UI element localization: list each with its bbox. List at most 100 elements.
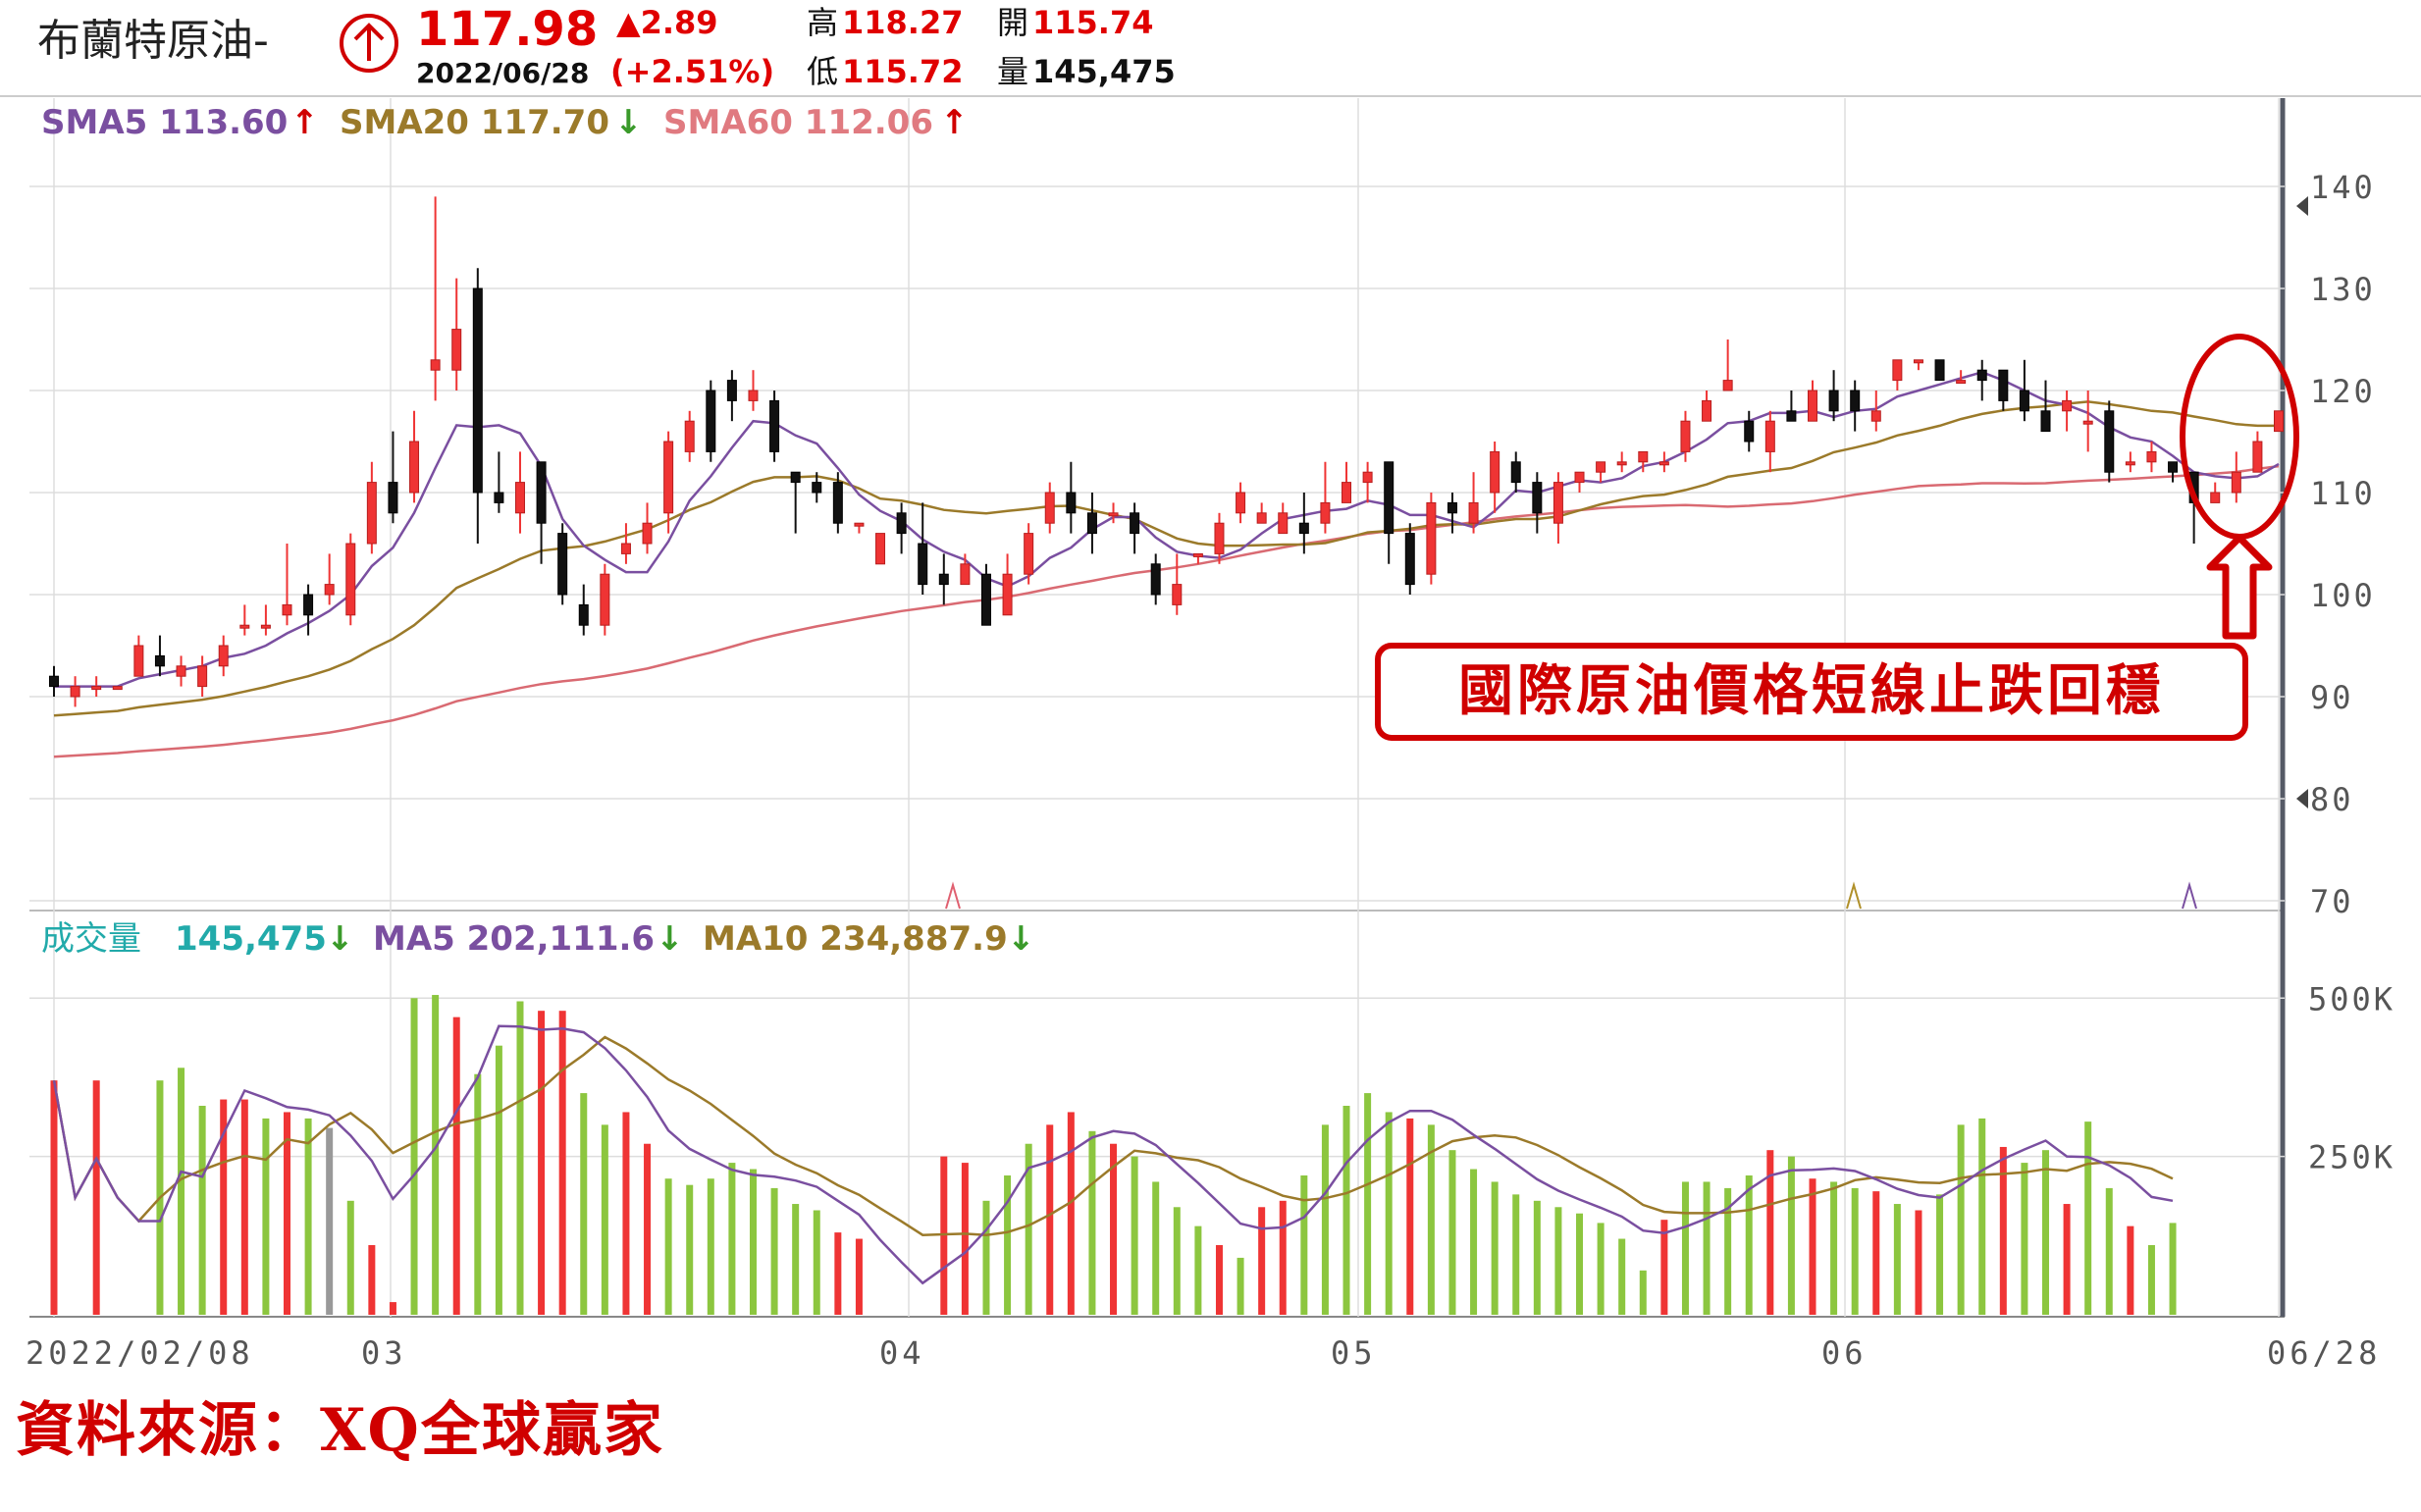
volume-bar (1258, 1207, 1266, 1315)
candle (557, 533, 568, 596)
candle (536, 461, 547, 524)
volume-bar (326, 1127, 334, 1315)
candle (1596, 461, 1606, 473)
price-pointer-icon (2296, 196, 2308, 216)
candle (1934, 359, 1945, 382)
candle (1490, 450, 1500, 494)
candle (1850, 390, 1861, 412)
legend-sma60: SMA60 112.06 (663, 103, 933, 142)
volume-bar (1131, 1156, 1138, 1315)
volume-bar (1385, 1112, 1393, 1315)
candle (1447, 501, 1457, 514)
candle (1828, 390, 1839, 412)
legend-volume-label: 成交量 (41, 919, 141, 959)
up-arrow-icon (340, 14, 398, 73)
x-tick-label: 2022/02/08 (26, 1334, 254, 1372)
candle (1870, 410, 1881, 422)
volume-bar (368, 1245, 376, 1315)
volume-bar (813, 1210, 820, 1315)
candle (1722, 380, 1733, 391)
volume-bar (50, 1080, 58, 1315)
volume-bar (1745, 1175, 1753, 1315)
candle (600, 573, 610, 626)
candle (2274, 410, 2284, 433)
volume-bar (1660, 1220, 1668, 1315)
candle (430, 359, 441, 371)
volume-bar (961, 1163, 969, 1315)
candle (620, 543, 631, 554)
volume-bar (601, 1124, 608, 1315)
candle (91, 686, 102, 691)
high-label: 高 (807, 4, 838, 41)
x-tick-label: 06/28 (2267, 1334, 2381, 1372)
volume-bar (1724, 1187, 1732, 1315)
vol-tick-label: 250K (2308, 1139, 2395, 1176)
legend-ma10: MA10 234,887.9 (703, 919, 1008, 959)
volume-bar (1512, 1194, 1520, 1315)
volume-bar (262, 1118, 270, 1315)
candle (1362, 471, 1373, 484)
candle (2062, 399, 2073, 412)
volume-bar (834, 1232, 842, 1315)
candle (2082, 420, 2093, 425)
source-note: 資料來源：XQ全球贏家 (16, 1396, 664, 1465)
volume-bar (686, 1184, 694, 1315)
open-label: 開 (997, 4, 1028, 41)
volume-bar (940, 1156, 948, 1315)
volume-bar (2169, 1223, 2177, 1315)
volume-bar (1448, 1150, 1456, 1315)
candle (1298, 522, 1309, 535)
ma-line (52, 1035, 2174, 1236)
candle (133, 645, 144, 677)
candle (451, 329, 462, 371)
volume-bar (1533, 1200, 1541, 1315)
candle (875, 533, 886, 565)
candle (324, 584, 335, 596)
candle (197, 665, 208, 688)
volume-bar (2063, 1204, 2071, 1315)
volume-bar (982, 1200, 990, 1315)
volume-bar (1787, 1156, 1795, 1315)
volume-bar (474, 1073, 482, 1315)
volume-bar (198, 1106, 206, 1315)
signal-marker (1846, 881, 1862, 910)
volume-bar (1088, 1130, 1096, 1315)
candle (282, 603, 292, 616)
candle (1192, 552, 1203, 557)
candle (769, 399, 780, 452)
candle (1342, 482, 1352, 503)
price-change: ▲2.89 (616, 4, 718, 41)
candle (854, 522, 865, 527)
candle (1278, 512, 1289, 535)
volume-bar (1618, 1238, 1626, 1315)
volume-bar (1809, 1178, 1816, 1315)
candle (388, 482, 398, 514)
volume-bar (580, 1093, 588, 1315)
candle (1002, 573, 1013, 616)
candle (112, 686, 123, 691)
candle (2040, 410, 2051, 433)
volume-bar (1851, 1187, 1859, 1315)
candle (578, 603, 589, 626)
callout-arrow-icon (2206, 534, 2273, 640)
volume-bar (1067, 1112, 1075, 1315)
volume-bar (220, 1099, 228, 1315)
ma10-trend-down-icon: ↓ (1007, 919, 1035, 959)
volume-bar (432, 995, 440, 1315)
volume-bar (1173, 1207, 1181, 1315)
volume-bar (1830, 1181, 1838, 1315)
candle (154, 654, 165, 667)
candle (938, 573, 949, 586)
volume-bar (1215, 1245, 1223, 1315)
candle (2146, 450, 2157, 463)
candle (1956, 380, 1967, 385)
volume-bar (410, 998, 418, 1315)
candle (1150, 563, 1161, 596)
candle (176, 665, 186, 677)
volume-bar (855, 1238, 863, 1315)
candle (812, 482, 822, 494)
candle (260, 624, 271, 629)
candle (1808, 390, 1818, 422)
ma-line (53, 464, 2280, 758)
volume-bar (1999, 1146, 2007, 1315)
